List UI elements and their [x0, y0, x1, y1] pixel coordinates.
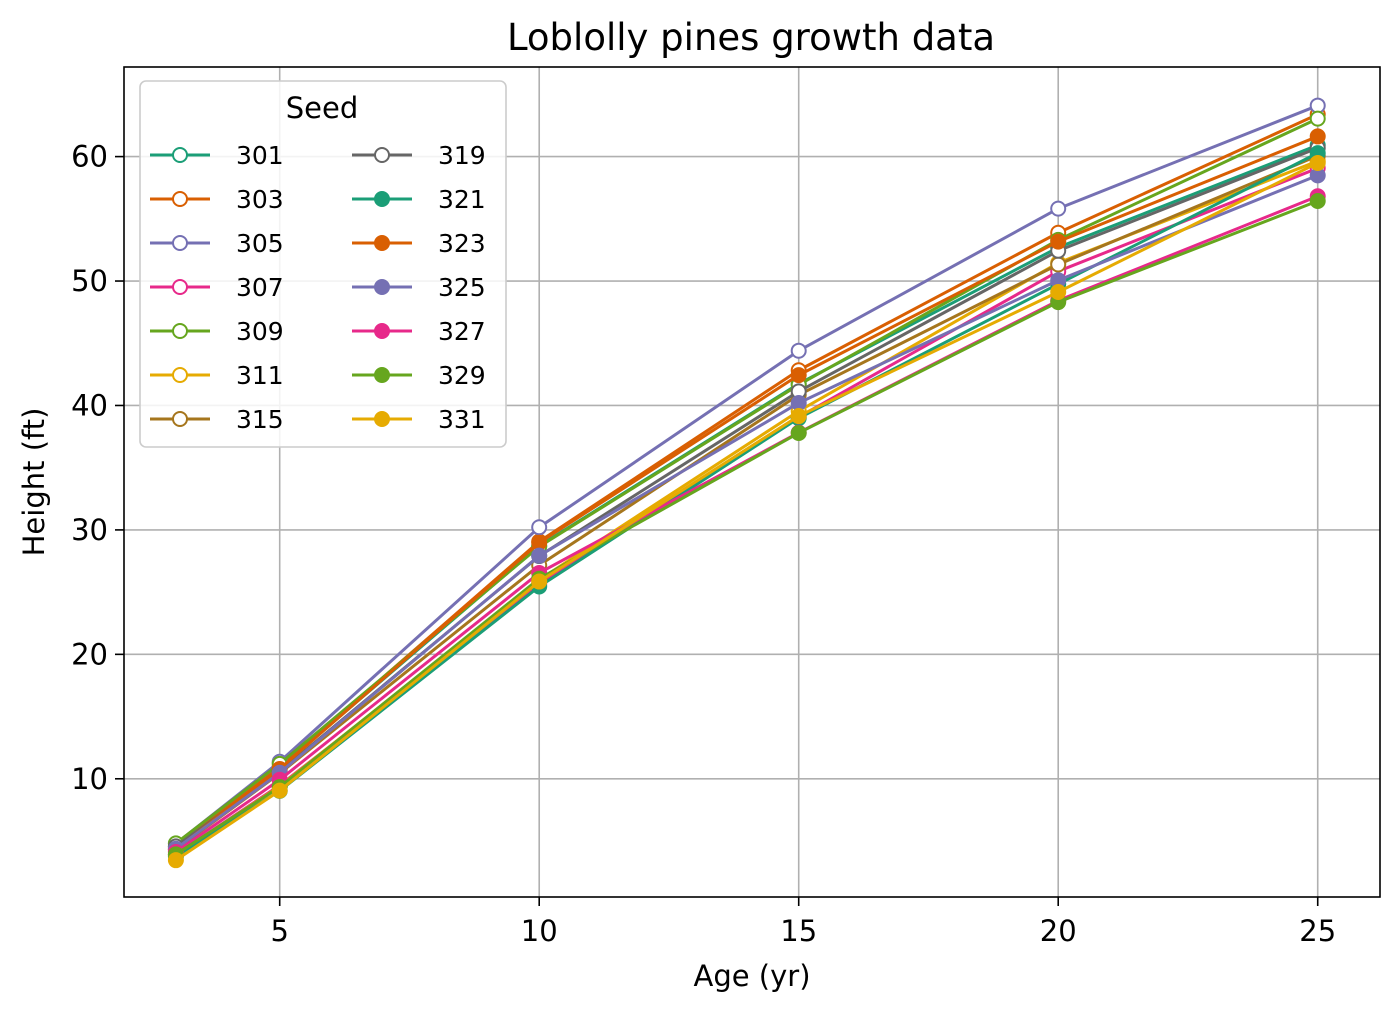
legend-label: 315	[236, 405, 284, 434]
legend-title: Seed	[286, 91, 359, 125]
legend-item: 305	[150, 229, 284, 258]
legend-item: 325	[352, 273, 486, 302]
y-tick-label: 50	[71, 264, 108, 298]
legend-item: 321	[352, 185, 486, 214]
legend-item: 329	[352, 361, 486, 390]
data-point	[790, 424, 807, 441]
data-point	[1309, 154, 1326, 171]
legend-marker	[374, 367, 390, 383]
legend-marker	[374, 191, 390, 207]
legend-item: 309	[150, 317, 284, 346]
x-tick-label: 15	[780, 914, 817, 948]
chart-title: Loblolly pines growth data	[507, 16, 995, 59]
data-point	[531, 534, 548, 551]
data-point	[1050, 256, 1067, 273]
legend-item: 315	[150, 405, 284, 434]
x-tick-label: 5	[270, 914, 288, 948]
legend-item: 319	[352, 141, 486, 170]
data-point	[1050, 233, 1067, 250]
series-line	[175, 173, 1319, 850]
series-line	[174, 135, 1319, 851]
legend: Seed 301 303 305 307 309 311 315 319 321 323 325 32…	[139, 80, 507, 448]
data-point	[531, 519, 548, 536]
legend-item: 301	[150, 141, 284, 170]
legend-label: 311	[236, 361, 284, 390]
legend-marker	[172, 279, 188, 295]
data-point	[1309, 193, 1326, 210]
legend-marker	[172, 147, 188, 163]
data-point	[167, 852, 184, 869]
legend-label: 307	[236, 273, 284, 302]
legend-marker	[172, 411, 188, 427]
data-point	[1050, 283, 1067, 300]
legend-item: 331	[352, 405, 486, 434]
legend-marker	[172, 323, 188, 339]
legend-label: 323	[438, 229, 486, 258]
data-point	[271, 782, 288, 799]
data-point	[531, 547, 548, 564]
legend-marker	[374, 235, 390, 251]
data-point	[790, 342, 807, 359]
y-tick-label: 60	[71, 140, 108, 174]
legend-marker	[374, 279, 390, 295]
plot-lines	[167, 97, 1326, 869]
y-axis-label: Height (ft)	[17, 408, 51, 557]
legend-label: 303	[236, 185, 284, 214]
x-tick-label: 20	[1040, 914, 1077, 948]
data-point	[1309, 110, 1326, 127]
legend-label: 329	[438, 361, 486, 390]
y-tick-label: 40	[71, 388, 108, 422]
y-tick-label: 30	[71, 513, 108, 547]
legend-label: 327	[438, 317, 486, 346]
data-point	[1309, 97, 1326, 114]
legend-marker	[374, 147, 390, 163]
data-point	[790, 408, 807, 425]
y-tick-label: 10	[71, 762, 108, 796]
legend-item: 311	[150, 361, 284, 390]
axis-ticks: 5 10 15 20 25 10 20 30 40 50 60	[71, 140, 1336, 948]
legend-label: 331	[438, 405, 486, 434]
legend-marker	[172, 367, 188, 383]
x-axis-label: Age (yr)	[693, 959, 810, 993]
legend-marker	[172, 235, 188, 251]
plot-frame	[123, 66, 1381, 898]
legend-item: 307	[150, 273, 284, 302]
legend-label: 301	[236, 141, 284, 170]
legend-label: 305	[236, 229, 284, 258]
legend-label: 321	[438, 185, 486, 214]
series-line	[174, 117, 1319, 845]
series-line	[175, 194, 1319, 854]
data-point	[531, 573, 548, 590]
legend-marker	[374, 323, 390, 339]
legend-item: 323	[352, 229, 486, 258]
x-tick-label: 10	[521, 914, 558, 948]
legend-label: 309	[236, 317, 284, 346]
data-point	[1050, 200, 1067, 217]
legend-label: 319	[438, 141, 486, 170]
legend-label: 325	[438, 273, 486, 302]
legend-marker	[172, 191, 188, 207]
series-line	[175, 199, 1319, 856]
series-331	[167, 154, 1326, 869]
legend-box	[139, 80, 507, 448]
series-line	[175, 161, 1319, 862]
data-point	[1309, 128, 1326, 145]
legend-item: 327	[352, 317, 486, 346]
x-tick-label: 25	[1299, 914, 1336, 948]
legend-item: 303	[150, 185, 284, 214]
data-point	[790, 367, 807, 384]
legend-marker	[374, 411, 390, 427]
y-tick-label: 20	[71, 637, 108, 671]
data-point	[790, 394, 807, 411]
